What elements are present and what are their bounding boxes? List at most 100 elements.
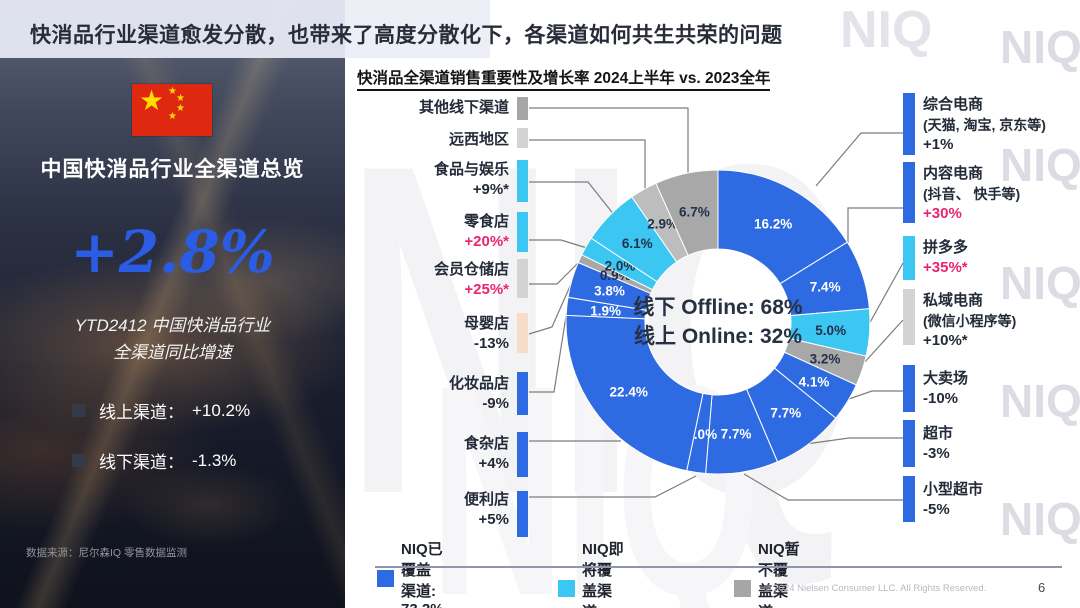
channel-sub: (抖音、 快手等) [923, 186, 1021, 202]
channel-growth: -3% [923, 445, 950, 462]
legend-swatch [558, 580, 575, 597]
channel-color-block [517, 491, 528, 537]
bullet-square-icon [72, 454, 85, 467]
channel-growth: -9% [482, 395, 509, 412]
channel-name: 综合电商 [923, 96, 984, 113]
channel-label-snack-store: 零食店 +20%* [464, 212, 509, 252]
channel-label-pinduoduo: 拼多多 +35%* [923, 238, 968, 278]
bullet-offline: 线下渠道： -1.3% [72, 448, 250, 473]
channel-growth: -13% [473, 335, 509, 352]
page-title: 快消品行业渠道愈发分散，也带来了高度分散化下，各渠道如何共生共荣的问题 [30, 24, 783, 47]
channel-color-block [903, 365, 915, 412]
channel-name: 远西地区 [448, 131, 509, 148]
channel-name: 小型超市 [923, 481, 984, 498]
channel-label-food-entertainment: 食品与娱乐 +9%* [434, 160, 509, 200]
channel-growth: -10% [923, 390, 959, 407]
channel-label-grocery-store: 食杂店 +4% [464, 434, 509, 474]
headline-growth-value: +2.8% [70, 218, 275, 286]
channel-color-block [517, 313, 528, 353]
channel-name: 大卖场 [923, 370, 969, 387]
legend-text: NIQ暂不覆盖渠道: 13.7% [758, 541, 800, 608]
channel-sub: (微信小程序等) [923, 313, 1017, 329]
channel-name: 其他线下渠道 [418, 99, 509, 116]
channel-label-other-offline: 其他线下渠道 [419, 98, 509, 118]
header-band [345, 0, 490, 58]
channel-name: 会员仓储店 [433, 261, 509, 278]
bullet-label: 线上渠道： [99, 403, 184, 422]
channel-label-farwest: 远西地区 [449, 130, 509, 150]
channel-label-convenience-store: 便利店 +5% [464, 490, 509, 530]
channel-growth: +1% [923, 136, 954, 153]
channel-label-membership-warehouse: 会员仓储店 +25%* [434, 260, 509, 300]
channel-color-block [903, 236, 915, 280]
channel-name: 食杂店 [463, 435, 509, 452]
legend-text: NIQ即将覆盖渠道: 13.1% [582, 541, 624, 608]
legend-swatch [734, 580, 751, 597]
channel-label-cosmetics-store: 化妆品店 -9% [449, 374, 509, 414]
bullet-online: 线上渠道： +10.2% [72, 398, 250, 423]
flag-star-small: ★ [176, 103, 185, 114]
page-number: 6 [1038, 580, 1046, 595]
china-flag-icon: ★ ★ ★ ★ ★ [132, 84, 212, 136]
flag-star-large: ★ [139, 85, 165, 116]
bullet-square-icon [72, 404, 85, 417]
channel-growth: -5% [923, 501, 950, 518]
data-source-note: 数据来源：尼尔森IQ 零售数据监测 [26, 547, 188, 559]
channel-label-ecommerce: 综合电商 (天猫, 淘宝, 京东等) +1% [923, 95, 1046, 155]
channel-growth: +4% [478, 455, 509, 472]
channel-growth-bullets: 线上渠道： +10.2% 线下渠道： -1.3% [72, 398, 250, 498]
channel-color-block [517, 432, 528, 477]
headline-caption: YTD2412 中国快消品行业 全渠道同比增速 [0, 312, 345, 366]
channel-label-content-ecommerce: 内容电商 (抖音、 快手等) +30% [923, 164, 1020, 224]
channel-label-hypermarket: 大卖场 -10% [923, 369, 968, 409]
channel-growth: +35%* [923, 259, 968, 276]
channel-color-block [903, 420, 915, 467]
legend-item-notcovered: NIQ暂不覆盖渠道: 13.7% [734, 538, 801, 608]
channel-label-mini-supermarket: 小型超市 -5% [923, 480, 983, 520]
flag-star-small: ★ [176, 93, 185, 104]
channel-name: 内容电商 [923, 165, 984, 182]
channel-growth: +9%* [472, 181, 509, 198]
channel-color-block [517, 212, 528, 252]
bullet-value: -1.3% [192, 450, 237, 470]
bullet-value: +10.2% [192, 400, 251, 420]
channel-name: 便利店 [463, 491, 509, 508]
left-panel-title: 中国快消品行业全渠道总览 [40, 158, 305, 181]
footer-divider [375, 566, 1062, 568]
donut-center-label: 线下 Offline: 68% 线上 Online: 32% [608, 293, 828, 351]
channel-name: 食品与娱乐 [433, 161, 509, 178]
channel-color-block [517, 372, 528, 415]
legend-item-soon: NIQ即将覆盖渠道: 13.1% [558, 538, 625, 608]
channel-color-block [517, 128, 528, 148]
caption-line1: YTD2412 中国快消品行业 [74, 316, 271, 335]
channel-growth: +30% [923, 205, 962, 222]
channel-label-baby-store: 母婴店 -13% [464, 314, 509, 354]
channel-name: 零食店 [463, 213, 509, 230]
channel-color-block [903, 93, 915, 155]
channel-name: 超市 [923, 425, 954, 442]
flag-star-small: ★ [168, 111, 177, 122]
channel-name: 拼多多 [923, 239, 969, 256]
niq-watermark-edge: NIQ NIQ NIQ NIQ NIQ [1000, 21, 1080, 545]
legend-swatch [377, 569, 394, 587]
caption-line2: 全渠道同比增速 [113, 343, 232, 362]
channel-name: 私域电商 [923, 292, 984, 309]
channel-name: 化妆品店 [448, 375, 509, 392]
niq-watermark: NIQ [840, 1, 933, 59]
header-band [0, 0, 345, 58]
channel-label-private-ecommerce: 私域电商 (微信小程序等) +10%* [923, 291, 1016, 351]
channel-growth: +10%* [923, 332, 968, 349]
bullet-label: 线下渠道： [99, 453, 184, 472]
channel-growth: +5% [478, 511, 509, 528]
online-share: 线上 Online: 32% [633, 325, 803, 348]
legend-text: NIQ已覆盖渠道: 73.2% [401, 541, 444, 608]
channel-color-block [903, 476, 915, 522]
offline-share: 线下 Offline: 68% [633, 296, 803, 319]
flag-star-small: ★ [168, 86, 177, 97]
legend-item-covered: NIQ已覆盖渠道: 73.2% [377, 538, 444, 608]
channel-color-block [517, 259, 528, 298]
channel-color-block [903, 162, 915, 223]
channel-growth: +25%* [464, 281, 509, 298]
channel-growth: +20%* [464, 233, 509, 250]
